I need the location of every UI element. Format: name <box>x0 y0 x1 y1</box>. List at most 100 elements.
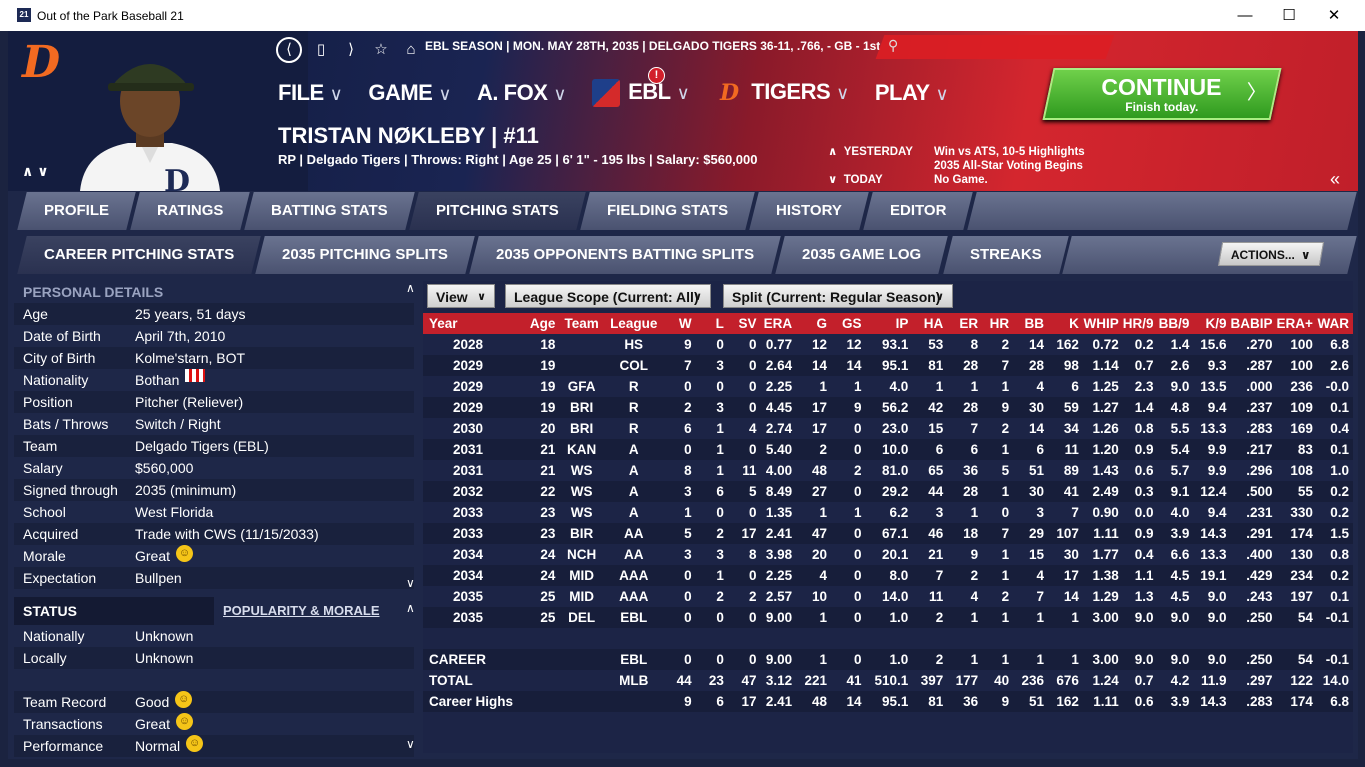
table-cell: 1.4 <box>1170 337 1190 352</box>
minimize-button[interactable]: — <box>1237 7 1253 24</box>
column-header[interactable]: HA <box>912 313 948 334</box>
table-row[interactable]: 2034 24 MID AAA 0 1 0 2.25 4 0 8.0 7 2 1 4 17 1.38 1.1 4.5… <box>423 565 1353 586</box>
subtab-game-log[interactable]: 2035 GAME LOG <box>775 236 949 274</box>
close-button[interactable]: ✕ <box>1327 7 1341 24</box>
column-header[interactable]: WAR <box>1316 313 1353 334</box>
scroll-down-icon[interactable]: ∨ <box>406 576 415 590</box>
continue-button[interactable]: CONTINUE Finish today. 〉 <box>1042 68 1282 120</box>
table-row[interactable]: 2035 25 DEL EBL 0 0 0 9.00 1 0 1.0 2 1 1 1 1 3.00 9.0 9.0 9… <box>423 607 1353 628</box>
tab-profile[interactable]: PROFILE <box>17 192 136 230</box>
subtab-opponents-splits[interactable]: 2035 OPPONENTS BATTING SPLITS <box>469 236 782 274</box>
home-icon[interactable]: ⌂ <box>406 41 416 58</box>
view-dropdown[interactable]: View ∨ <box>427 284 495 308</box>
tab-editor[interactable]: EDITOR <box>863 192 973 230</box>
tab-batting-stats[interactable]: BATTING STATS <box>244 192 415 230</box>
team-logo-icon[interactable]: D <box>22 37 61 88</box>
column-header[interactable]: Team <box>559 313 608 334</box>
tab-pitching-stats[interactable]: PITCHING STATS <box>409 192 586 230</box>
table-cell: 1 <box>982 607 1014 628</box>
table-row[interactable]: 2029 19 BRI R 2 3 0 4.45 17 9 56.2 42 28 9 30 59 1.27 1.4… <box>423 397 1353 418</box>
tab-popularity-morale[interactable]: POPULARITY & MORALE <box>223 603 380 618</box>
column-header[interactable]: BB <box>1013 313 1048 334</box>
column-header[interactable]: Year <box>423 313 518 334</box>
column-header[interactable]: ER <box>947 313 983 334</box>
subtab-career-pitching[interactable]: CAREER PITCHING STATS <box>17 236 262 274</box>
table-row[interactable]: 2033 23 BIR AA 5 2 17 2.41 47 0 67.1 46 18 7 29 107 1.11… <box>423 523 1353 544</box>
menu-play[interactable]: PLAY ∨ <box>874 80 949 106</box>
menu-league[interactable]: EBL ∨ <box>592 79 690 108</box>
scroll-up-icon[interactable]: ∧ <box>406 281 415 295</box>
table-row[interactable]: 2030 20 BRI R 6 1 4 2.74 17 0 23.0 15 7 2 14 34 1.26 0.8 5… <box>423 418 1353 439</box>
menu-file[interactable]: FILE ∨ <box>278 80 343 106</box>
back-icon[interactable]: ⟨ <box>276 37 302 63</box>
menu-game[interactable]: GAME ∨ <box>368 80 452 106</box>
news-item[interactable]: 2035 All-Star Voting Begins <box>934 160 1083 172</box>
column-header[interactable]: ERA <box>760 313 797 334</box>
search-icon[interactable]: ⚲ <box>888 37 899 53</box>
today-label[interactable]: ∨ TODAY <box>828 174 883 186</box>
tab-status[interactable]: STATUS <box>14 597 214 625</box>
table-row[interactable]: TOTAL MLB 44 23 47 3.12 221 41 510.1 397 177 40 236 6… <box>423 670 1353 691</box>
column-header[interactable]: G <box>796 313 831 334</box>
table-cell: 2 <box>1001 337 1010 352</box>
column-header[interactable]: BABIP <box>1230 313 1277 334</box>
subtab-pitching-splits[interactable]: 2035 PITCHING SPLITS <box>255 236 475 274</box>
collapse-icon[interactable]: « <box>1330 169 1341 189</box>
column-header[interactable]: K/9 <box>1193 313 1231 334</box>
column-header[interactable]: League <box>607 313 664 334</box>
table-cell: .243 <box>1246 589 1273 604</box>
table-cell: 4 <box>1036 379 1044 394</box>
search-input[interactable] <box>875 35 1115 59</box>
table-row[interactable]: 2033 23 WS A 1 0 0 1.35 1 1 6.2 3 1 0 3 7 0.90 0.0 4.0 9.4.… <box>423 502 1353 523</box>
table-row[interactable] <box>423 628 1353 649</box>
scroll-up-icon[interactable]: ∧ <box>406 601 415 615</box>
table-cell: 2033 <box>453 505 484 520</box>
column-header[interactable]: SV <box>727 313 761 334</box>
column-header[interactable]: GS <box>831 313 866 334</box>
table-cell: 2029 <box>453 379 484 394</box>
subtab-streaks[interactable]: STREAKS <box>942 236 1068 274</box>
tab-fielding-stats[interactable]: FIELDING STATS <box>580 192 755 230</box>
maximize-button[interactable]: ☐ <box>1282 7 1296 24</box>
league-scope-dropdown[interactable]: League Scope (Current: All) ∨ <box>505 284 711 308</box>
column-header[interactable]: WHIP <box>1082 313 1123 334</box>
menu-manager[interactable]: A. FOX ∨ <box>477 80 567 106</box>
tab-history[interactable]: HISTORY <box>749 192 869 230</box>
actions-dropdown[interactable]: ACTIONS... ∨ <box>1217 242 1325 266</box>
notification-badge[interactable]: ! <box>648 67 665 84</box>
yesterday-label[interactable]: ∧ YESTERDAY <box>828 146 913 158</box>
table-cell: 3 <box>695 397 728 418</box>
column-header[interactable]: Age <box>517 313 560 334</box>
column-header[interactable]: W <box>663 313 696 334</box>
table-cell: 2.57 <box>765 589 793 604</box>
table-cell: 0.1 <box>1316 439 1353 460</box>
table-row[interactable]: 2035 25 MID AAA 0 2 2 2.57 10 0 14.0 11 4 2 7 14 1.29 1.3… <box>423 586 1353 607</box>
table-row[interactable]: Career Highs 9 6 17 2.41 48 14 95.1 81 36 9 51 162 1.… <box>423 691 1353 712</box>
table-row[interactable]: CAREER EBL 0 0 0 9.00 1 0 1.0 2 1 1 1 1 3.00 9.0 9.0 9.0.… <box>423 649 1353 670</box>
star-icon[interactable]: ☆ <box>374 41 388 58</box>
column-header[interactable]: L <box>695 313 728 334</box>
menu-team[interactable]: D TIGERS ∨ <box>715 79 849 107</box>
tab-ratings[interactable]: RATINGS <box>130 192 251 230</box>
table-row[interactable]: 2031 21 WS A 8 1 11 4.00 48 2 81.0 65 36 5 51 89 1.43 0.6… <box>423 460 1353 481</box>
table-row[interactable]: 2031 21 KAN A 0 1 0 5.40 2 0 10.0 6 6 1 6 11 1.20 0.9 5.4 9… <box>423 439 1353 460</box>
column-header[interactable]: K <box>1048 313 1083 334</box>
player-up-down-arrows[interactable]: ∧ ∨ <box>22 163 49 179</box>
page-icon[interactable]: ▯ <box>316 41 326 58</box>
column-header[interactable]: HR <box>982 313 1014 334</box>
table-cell: 4.45 <box>760 397 797 418</box>
table-row[interactable]: 2029 19 GFA R 0 0 0 2.25 1 1 4.0 1 1 1 4 6 1.25 2.3 9.0 13.… <box>423 376 1353 397</box>
news-item[interactable]: Win vs ATS, 10-5 Highlights <box>934 146 1085 158</box>
column-header[interactable]: ERA+ <box>1276 313 1317 334</box>
column-header[interactable]: HR/9 <box>1122 313 1158 334</box>
table-row[interactable]: 2029 19 COL 7 3 0 2.64 14 14 95.1 81 28 7 28 98 1.14 0.7… <box>423 355 1353 376</box>
table-row[interactable]: 2028 18 HS 9 0 0 0.77 12 12 93.1 53 8 2 14 162 0.72 0.2 1… <box>423 334 1353 355</box>
table-cell: 44 <box>912 481 948 502</box>
split-dropdown[interactable]: Split (Current: Regular Season) ∨ <box>723 284 953 308</box>
column-header[interactable]: BB/9 <box>1157 313 1194 334</box>
forward-icon[interactable]: ⟩ <box>348 41 354 58</box>
scroll-down-icon[interactable]: ∨ <box>406 737 415 751</box>
table-row[interactable]: 2032 22 WS A 3 6 5 8.49 27 0 29.2 44 28 1 30 41 2.49 0.3 9… <box>423 481 1353 502</box>
column-header[interactable]: IP <box>865 313 913 334</box>
table-row[interactable]: 2034 24 NCH AA 3 3 8 3.98 20 0 20.1 21 9 1 15 30 1.77 0.4… <box>423 544 1353 565</box>
